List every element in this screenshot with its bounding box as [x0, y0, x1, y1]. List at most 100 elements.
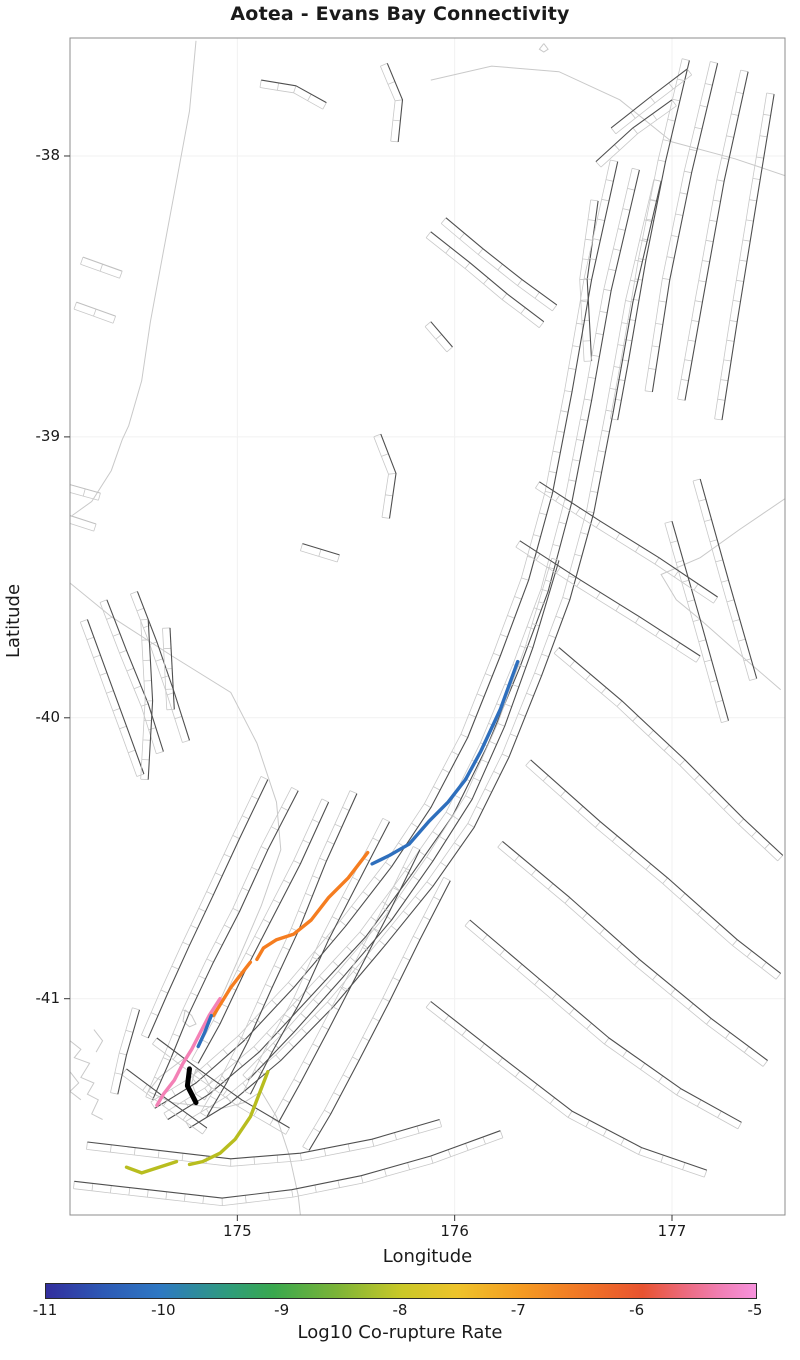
co-rupture-olive-east — [187, 1070, 270, 1167]
fault-patch-tiles — [152, 1037, 290, 1135]
fault-patch-tiles — [595, 99, 677, 168]
fault-patch-tiles — [525, 759, 782, 980]
y-axis-label: Latitude — [3, 583, 24, 659]
fault-patch-tiles — [70, 484, 101, 501]
fault-trace — [76, 301, 116, 317]
fault-trace — [469, 919, 742, 1123]
fault-patch-tiles — [515, 540, 701, 663]
colorbar-tick-label: -6 — [629, 1301, 645, 1319]
coastline — [70, 1040, 103, 1120]
fault-trace — [167, 169, 640, 1120]
fault-patch-tiles — [110, 1007, 140, 1095]
fault-trace — [721, 94, 775, 421]
fault-trace — [430, 231, 545, 323]
fault-patch-tiles — [302, 876, 451, 1151]
fault-trace — [302, 543, 340, 556]
gridlines — [70, 38, 785, 1215]
fault-patch-tiles — [70, 515, 97, 532]
fault-trace — [70, 514, 97, 525]
fault-trace — [558, 647, 784, 856]
fault-patch-tiles — [162, 627, 175, 711]
target-fault — [184, 1066, 199, 1106]
fault-patch-tiles — [664, 520, 729, 723]
fault-trace — [519, 540, 701, 657]
plot-area — [70, 38, 785, 1215]
fault-patch-tiles — [579, 199, 599, 362]
fault-patch-tiles — [80, 256, 123, 279]
fault-patch-tiles — [535, 481, 718, 604]
fault-trace — [445, 217, 558, 306]
fault-patch-tiles — [150, 159, 618, 1109]
fault-patch-tiles — [609, 58, 690, 421]
fault-trace — [189, 181, 662, 1129]
fault-patch-tiles — [141, 776, 268, 1039]
fault-trace — [539, 481, 718, 598]
fault-trace — [136, 591, 191, 741]
x-axis-label: Longitude — [382, 1246, 473, 1267]
fault-patch-tiles — [425, 231, 545, 329]
colorbar-tick-label: -8 — [392, 1301, 408, 1319]
fault-trace — [82, 256, 123, 272]
fault-patch-tiles — [130, 591, 190, 743]
fault-patch-tiles — [424, 321, 453, 353]
y-tick-label: -41 — [35, 988, 61, 1007]
fault-patch-tiles — [86, 1119, 442, 1167]
coastline — [430, 65, 785, 177]
colorbar-label: Log10 Co-rupture Rate — [297, 1322, 503, 1343]
y-tick-label: -40 — [35, 707, 61, 726]
x-tick-label: 175 — [223, 1222, 252, 1240]
fault-trace — [308, 880, 451, 1151]
fault-trace — [154, 161, 619, 1109]
background-fault-network — [70, 58, 784, 1207]
fault-patch-tiles — [373, 433, 397, 519]
fault-patch-tiles — [677, 69, 749, 401]
coastline — [70, 1071, 82, 1101]
fault-patch-tiles — [73, 301, 116, 324]
fault-trace — [430, 321, 453, 348]
axis-ticks — [64, 155, 673, 1221]
fault-trace — [197, 801, 330, 1064]
co-rupture-orange-upper — [255, 850, 370, 962]
co-rupture-orange-lower — [211, 960, 253, 1018]
fault-trace — [380, 433, 397, 519]
fault-patch-tiles — [271, 846, 421, 1123]
co-rupture-pink — [155, 997, 222, 1108]
colorbar-tick-label: -10 — [151, 1301, 176, 1319]
fault-trace — [610, 68, 688, 129]
co-rupture-blue-main — [370, 659, 520, 866]
x-tick-label: 177 — [657, 1222, 687, 1240]
fault-trace — [147, 619, 154, 780]
fault-patch-tiles — [121, 1068, 208, 1135]
y-tick-label: -39 — [35, 426, 61, 445]
fault-trace — [617, 60, 690, 421]
fault-patch-tiles — [191, 798, 329, 1064]
fault-trace — [247, 560, 560, 1081]
coastline — [191, 1068, 212, 1101]
fault-patch-tiles — [380, 62, 403, 143]
plot-border — [69, 37, 786, 1216]
fault-trace — [595, 99, 673, 163]
fault-trace — [651, 63, 719, 392]
fault-trace — [206, 793, 358, 1117]
fault-patch-tiles — [73, 1130, 504, 1207]
fault-trace — [586, 200, 599, 362]
fault-patch-tiles — [243, 817, 390, 1095]
fault-patch-tiles — [259, 80, 327, 110]
fault-patch-tiles — [553, 647, 784, 862]
coastline — [147, 1090, 301, 1215]
fault-trace — [169, 627, 175, 710]
fault-patch-tiles — [140, 619, 153, 780]
fault-trace — [386, 63, 404, 142]
fault-patch-tiles — [610, 68, 693, 135]
fault-trace — [74, 1130, 501, 1199]
co-rupture-blue-short — [196, 1013, 213, 1049]
x-tick-label: 176 — [440, 1222, 469, 1240]
fault-trace — [278, 849, 421, 1123]
chart-title: Aotea - Evans Bay Connectivity — [230, 3, 570, 25]
fault-patch-tiles — [99, 599, 164, 755]
fault-patch-tiles — [79, 619, 145, 777]
fault-trace — [70, 484, 101, 494]
fault-patch-tiles — [185, 179, 662, 1129]
fault-trace — [152, 790, 299, 1101]
fault-trace — [502, 840, 768, 1061]
